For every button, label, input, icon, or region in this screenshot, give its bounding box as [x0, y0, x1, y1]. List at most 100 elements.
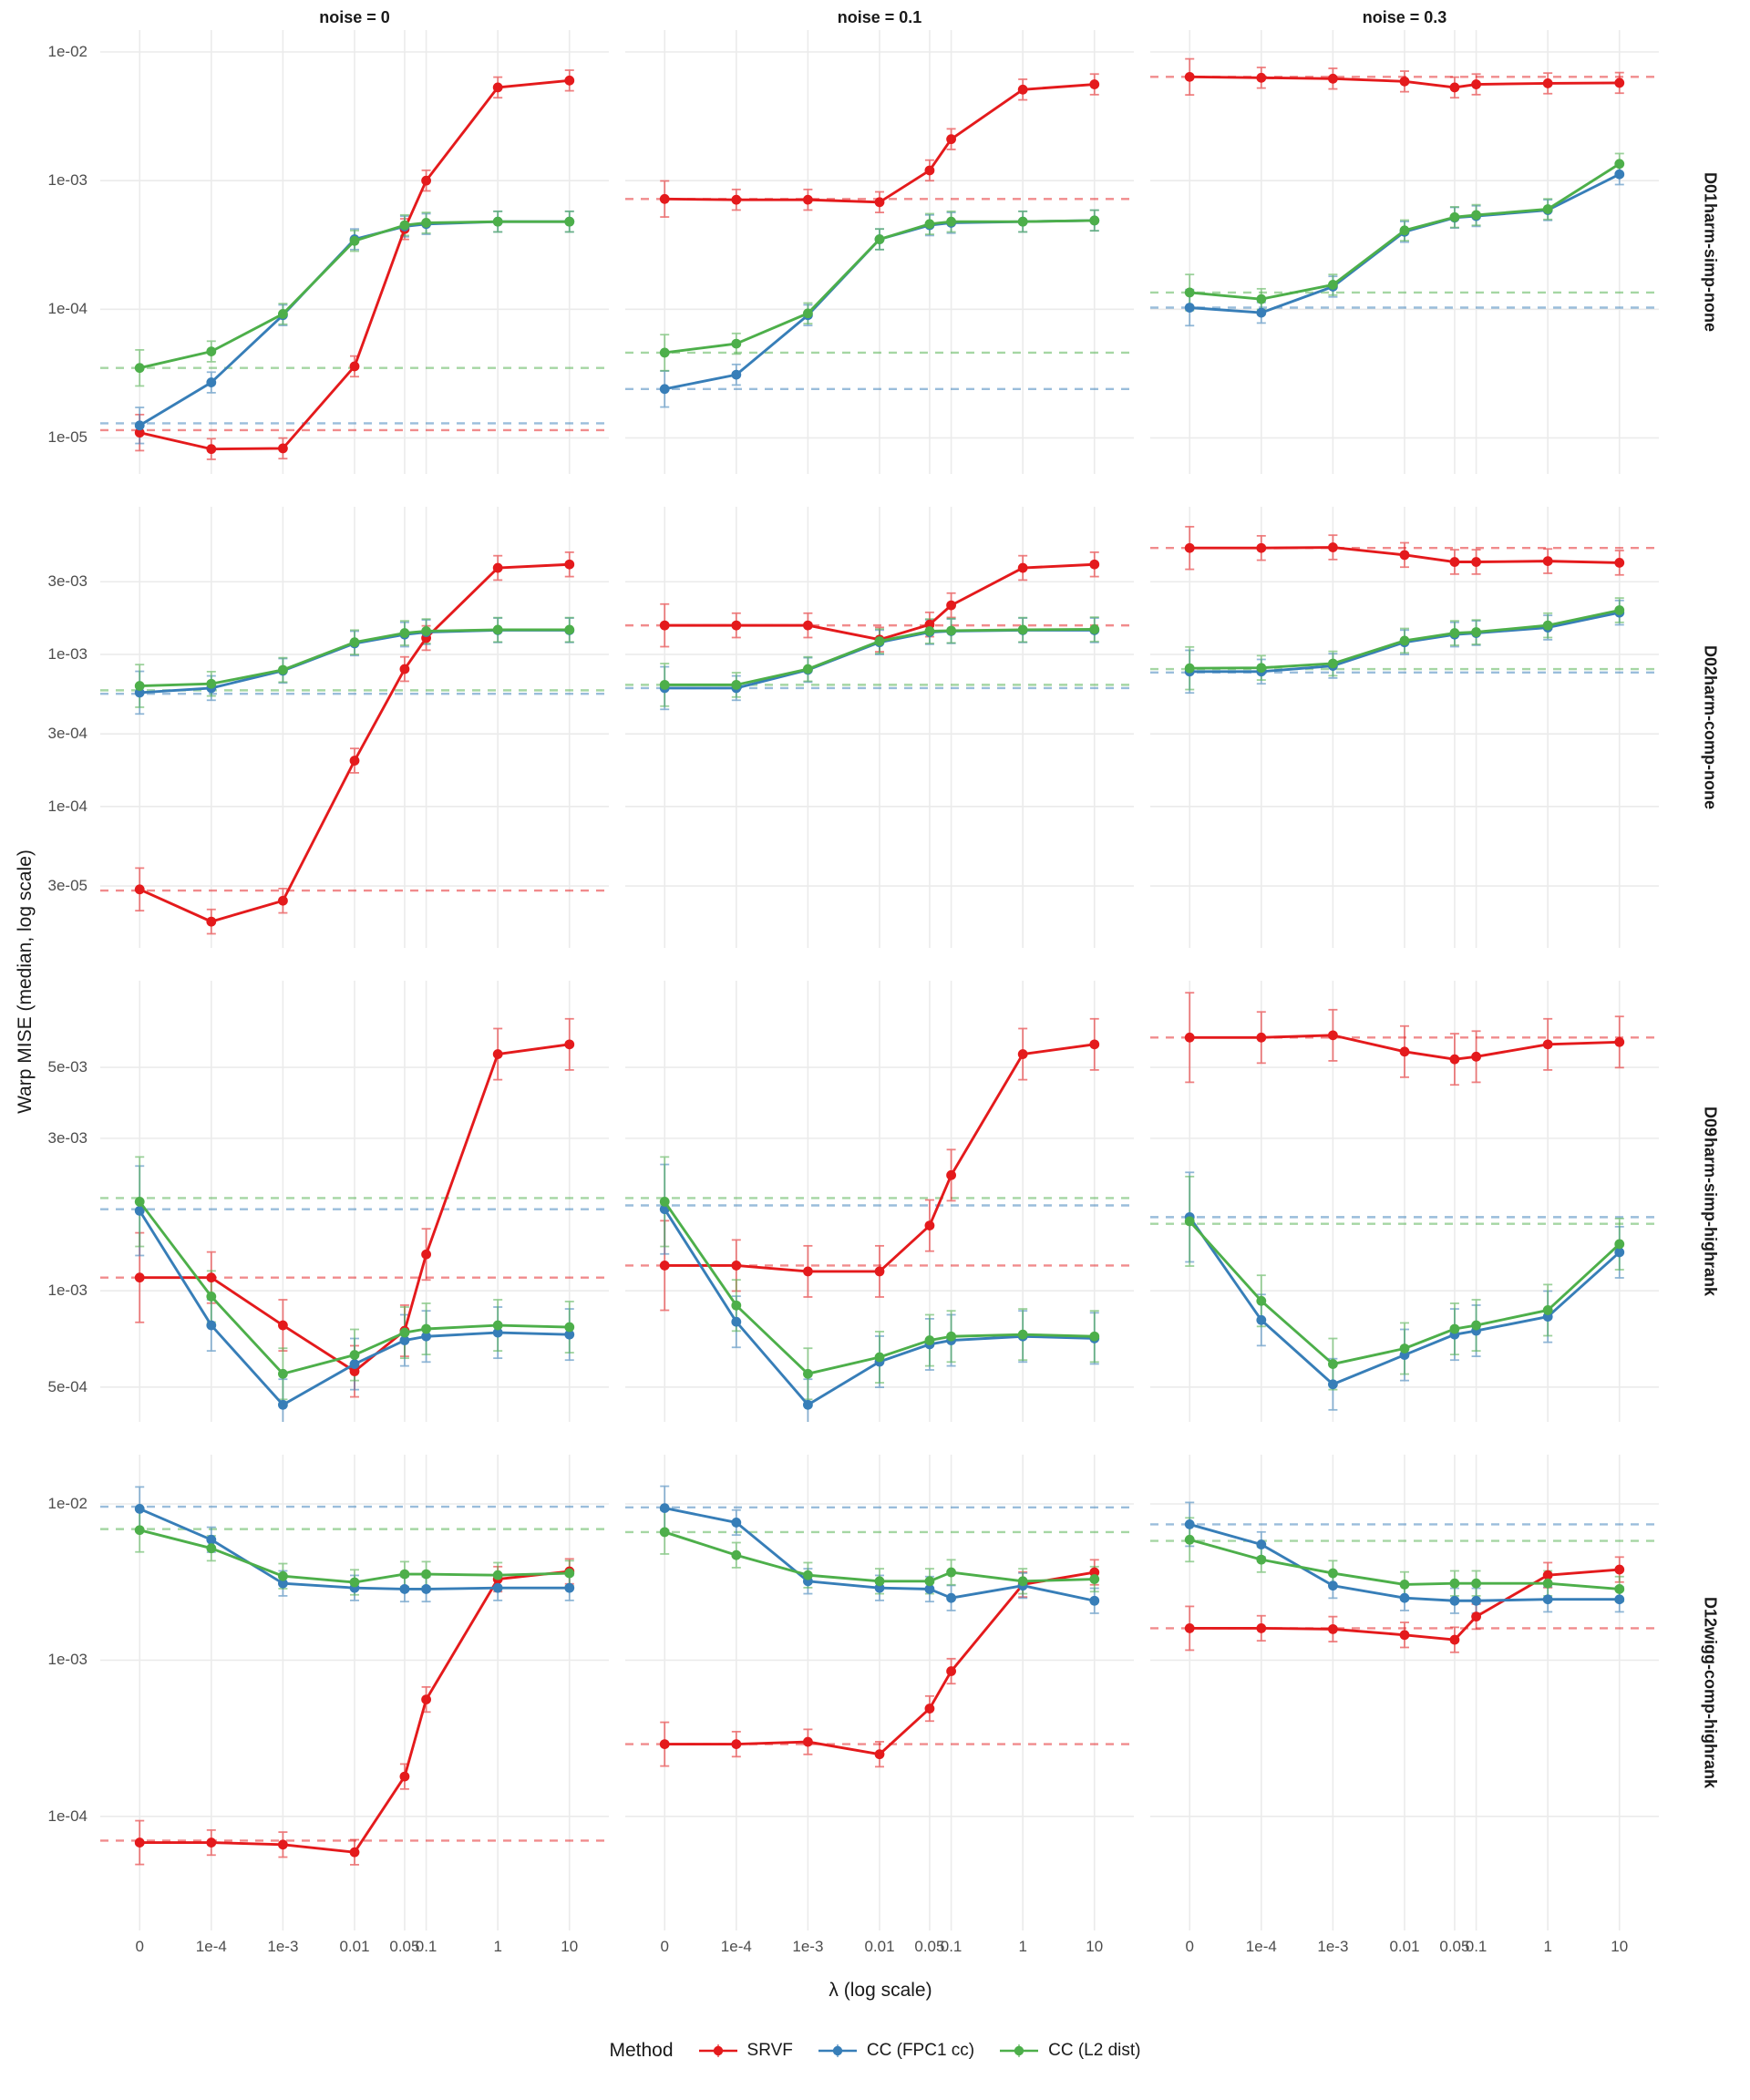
data-point	[803, 664, 813, 674]
data-point	[1089, 1574, 1100, 1584]
data-point	[134, 1525, 145, 1536]
legend-key-line-point-icon	[1000, 2044, 1039, 2057]
data-point	[1542, 556, 1553, 567]
data-point	[399, 1327, 410, 1338]
data-point	[946, 1592, 956, 1603]
data-point	[924, 219, 935, 230]
data-point	[1614, 1247, 1625, 1258]
data-point	[1471, 1578, 1481, 1589]
data-point	[731, 1518, 742, 1528]
panel-D01-0	[100, 30, 609, 474]
legend-entry-cc-l2: CC (L2 dist)	[998, 2041, 1140, 2061]
data-point	[1399, 1630, 1410, 1641]
data-point	[803, 1399, 813, 1410]
data-point	[1399, 225, 1410, 236]
data-point	[1614, 1564, 1625, 1575]
data-point	[1328, 1623, 1338, 1634]
panel-D09-0.1	[625, 981, 1134, 1422]
data-point	[946, 1567, 956, 1578]
data-point	[1449, 1634, 1460, 1645]
data-point	[1614, 169, 1625, 180]
x-axis-title: λ (log scale)	[829, 1980, 932, 2001]
x-tick-label: 1e-3	[267, 1938, 299, 1955]
data-point	[1256, 1554, 1267, 1565]
data-point	[564, 75, 575, 86]
data-point	[349, 637, 360, 648]
data-point	[1184, 542, 1195, 553]
data-point	[924, 1576, 935, 1587]
data-point	[1471, 557, 1481, 567]
data-point	[399, 664, 410, 674]
data-point	[134, 427, 145, 438]
series-line	[1189, 546, 1620, 564]
data-point	[206, 916, 217, 927]
data-point	[874, 234, 885, 244]
x-tick-label: 0.05	[389, 1938, 420, 1955]
x-tick-label: 1e-3	[792, 1938, 824, 1955]
series-line	[1189, 162, 1621, 301]
data-point	[1184, 71, 1195, 82]
x-tick-label: 1	[1543, 1938, 1552, 1955]
data-point	[206, 1292, 217, 1302]
data-point	[399, 1569, 410, 1580]
facet-dataset-id: D02	[1701, 644, 1720, 675]
data-point	[492, 216, 503, 227]
data-point	[206, 678, 217, 689]
data-point	[1256, 1314, 1267, 1325]
data-point	[924, 1220, 935, 1231]
y-tick-label: 5e-03	[47, 1058, 88, 1076]
series-line	[139, 78, 570, 451]
data-point	[1089, 1039, 1100, 1050]
data-point	[206, 444, 217, 455]
data-point	[492, 1582, 503, 1593]
series-line	[664, 1530, 1095, 1583]
data-point	[874, 197, 885, 208]
series-line	[664, 1043, 1095, 1273]
data-point	[206, 346, 217, 357]
data-point	[731, 620, 742, 631]
data-point	[1614, 558, 1625, 568]
legend-entry-cc-fpc1: CC (FPC1 cc)	[817, 2041, 974, 2061]
data-point	[946, 1666, 956, 1676]
data-point	[1471, 210, 1481, 221]
data-point	[1256, 307, 1267, 318]
data-point	[1542, 1039, 1553, 1050]
series-line	[664, 1570, 1096, 1756]
data-point	[1542, 78, 1553, 88]
data-point	[564, 1568, 575, 1579]
data-point	[349, 756, 360, 766]
facet-dataset-id: D09	[1701, 1107, 1720, 1138]
series-line	[139, 1200, 570, 1375]
data-point	[731, 1300, 742, 1311]
data-point	[564, 1039, 575, 1050]
data-point	[421, 626, 431, 636]
data-point	[421, 218, 431, 228]
data-point	[349, 1847, 360, 1858]
data-point	[1089, 79, 1100, 89]
data-point	[399, 1584, 410, 1594]
data-point	[399, 628, 410, 638]
data-point	[1471, 1611, 1481, 1622]
legend-label: CC (L2 dist)	[1048, 2041, 1141, 2060]
series-line	[1189, 1568, 1620, 1642]
data-point	[946, 600, 956, 611]
data-point	[803, 1570, 813, 1580]
data-point	[564, 1329, 575, 1340]
data-point	[206, 1534, 217, 1545]
data-point	[1542, 1305, 1553, 1315]
data-point	[659, 347, 670, 358]
data-point	[924, 1584, 935, 1594]
legend-label: SRVF	[746, 2041, 793, 2060]
data-point	[1449, 1323, 1460, 1334]
data-point	[564, 1322, 575, 1333]
panel-D01-0.3	[1150, 30, 1659, 474]
data-point	[492, 624, 503, 635]
data-point	[1184, 1032, 1195, 1043]
facet-dataset-id: D01	[1701, 172, 1720, 203]
data-point	[1471, 627, 1481, 637]
facet-dataset-subtitle: harm-simp-highrank	[1701, 1137, 1720, 1296]
x-tick-label: 0	[660, 1938, 669, 1955]
data-point	[349, 1359, 360, 1369]
data-point	[1017, 624, 1028, 635]
data-point	[1614, 1584, 1625, 1594]
